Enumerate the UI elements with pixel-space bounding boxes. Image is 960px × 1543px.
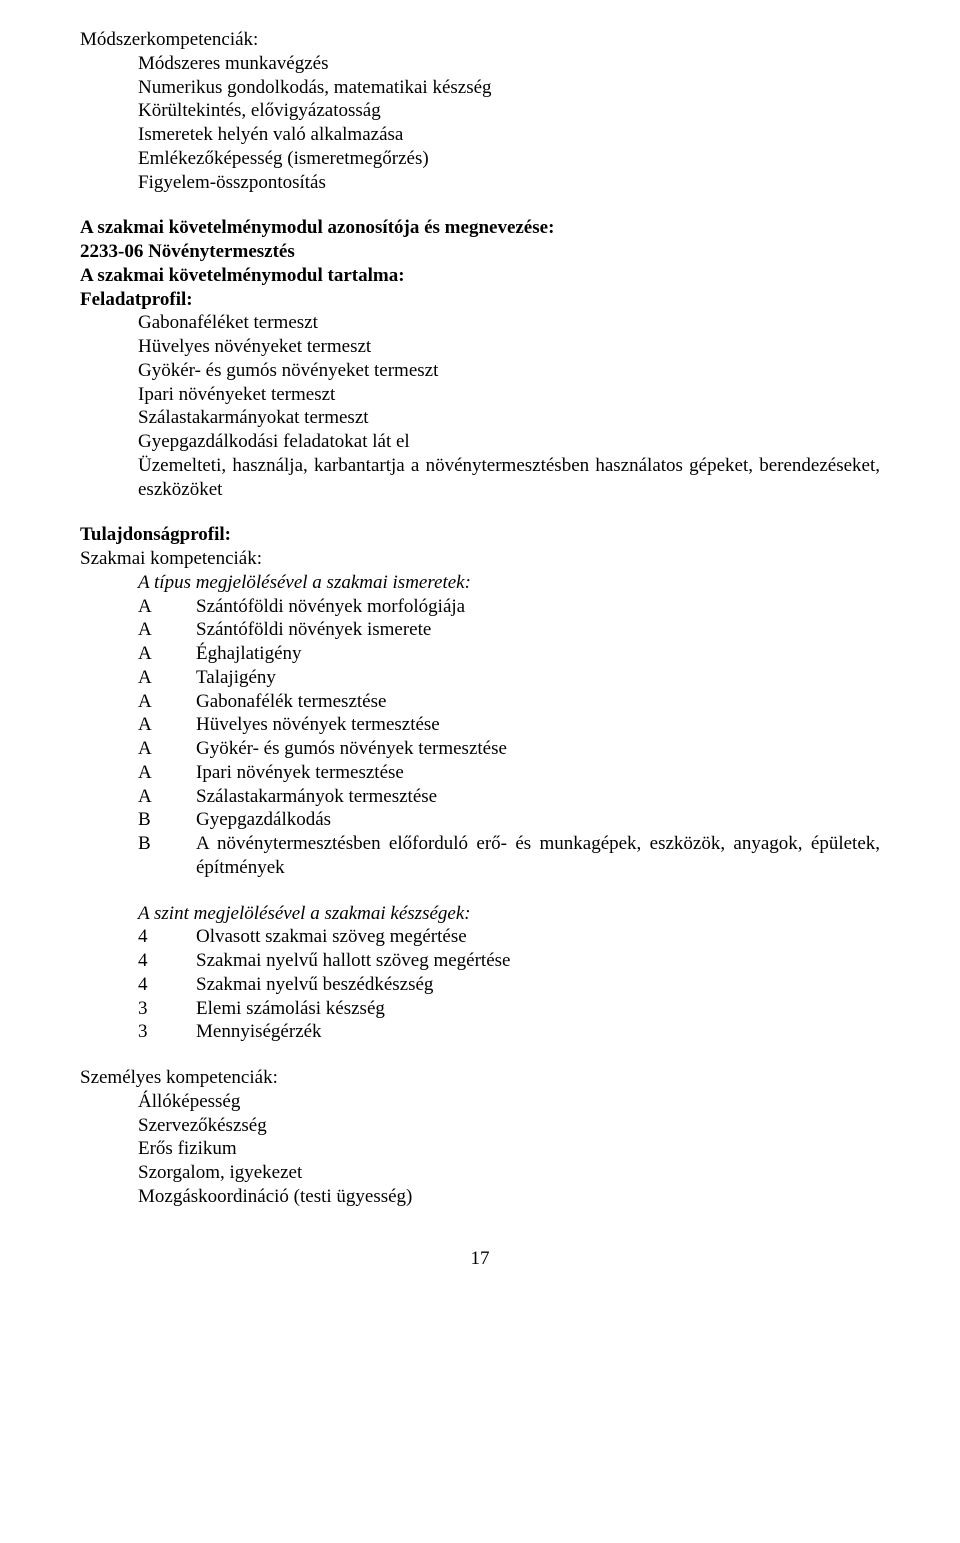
section-heading-modszer: Módszerkompetenciák: [80, 28, 880, 52]
tulajdonsag-heading: Tulajdonságprofil: [80, 523, 880, 547]
list-item: ASzálastakarmányok termesztése [138, 785, 880, 809]
feladatprofil-list: Gabonaféléket termeszt Hüvelyes növények… [80, 311, 880, 501]
item-code: 4 [138, 973, 196, 997]
list-item: AÉghajlatigény [138, 642, 880, 666]
item-code: 4 [138, 949, 196, 973]
list-item: Mozgáskoordináció (testi ügyesség) [138, 1185, 880, 1209]
list-item: Körültekintés, elővigyázatosság [138, 99, 880, 123]
list-item: AGyökér- és gumós növények termesztése [138, 737, 880, 761]
item-code: A [138, 666, 196, 690]
item-code: A [138, 690, 196, 714]
list-item: Ismeretek helyén való alkalmazása [138, 123, 880, 147]
item-text: Gyökér- és gumós növények termesztése [196, 737, 880, 761]
item-text: Éghajlatigény [196, 642, 880, 666]
item-text: A növénytermesztésben előforduló erő- és… [196, 832, 880, 880]
item-text: Talajigény [196, 666, 880, 690]
keszsegek-subheading: A szint megjelölésével a szakmai készség… [138, 902, 880, 926]
item-code: 4 [138, 925, 196, 949]
list-item: Szervezőkészség [138, 1114, 880, 1138]
list-item: BA növénytermesztésben előforduló erő- é… [138, 832, 880, 880]
item-code: A [138, 618, 196, 642]
item-text: Szántóföldi növények morfológiája [196, 595, 880, 619]
item-code: B [138, 832, 196, 880]
list-item: Szálastakarmányokat termeszt [138, 406, 880, 430]
list-item: Állóképesség [138, 1090, 880, 1114]
list-item: Gabonaféléket termeszt [138, 311, 880, 335]
list-item: 3Elemi számolási készség [138, 997, 880, 1021]
list-item: 4Olvasott szakmai szöveg megértése [138, 925, 880, 949]
szakmai-kompetenciak-heading: Szakmai kompetenciák: [80, 547, 880, 571]
list-item: AHüvelyes növények termesztése [138, 713, 880, 737]
item-text: Hüvelyes növények termesztése [196, 713, 880, 737]
list-item: 3Mennyiségérzék [138, 1020, 880, 1044]
item-text: Ipari növények termesztése [196, 761, 880, 785]
item-text: Olvasott szakmai szöveg megértése [196, 925, 880, 949]
item-text: Szakmai nyelvű hallott szöveg megértése [196, 949, 880, 973]
list-item: 4Szakmai nyelvű beszédkészség [138, 973, 880, 997]
keszsegek-list: 4Olvasott szakmai szöveg megértése 4Szak… [80, 925, 880, 1044]
list-item: ATalajigény [138, 666, 880, 690]
list-item: Ipari növényeket termeszt [138, 383, 880, 407]
list-item: Módszeres munkavégzés [138, 52, 880, 76]
szemelyes-list: Állóképesség Szervezőkészség Erős fiziku… [80, 1090, 880, 1209]
list-item: ASzántóföldi növények morfológiája [138, 595, 880, 619]
item-code: A [138, 595, 196, 619]
item-text: Gabonafélék termesztése [196, 690, 880, 714]
szakmai-heading-2: 2233-06 Növénytermesztés [80, 240, 880, 264]
list-item: Erős fizikum [138, 1137, 880, 1161]
list-item: BGyepgazdálkodás [138, 808, 880, 832]
item-text: Szálastakarmányok termesztése [196, 785, 880, 809]
item-code: 3 [138, 997, 196, 1021]
list-item: Gyökér- és gumós növényeket termeszt [138, 359, 880, 383]
item-code: A [138, 737, 196, 761]
list-item: AIpari növények termesztése [138, 761, 880, 785]
item-code: 3 [138, 1020, 196, 1044]
list-item: Figyelem-összpontosítás [138, 171, 880, 195]
ismeretek-list: ASzántóföldi növények morfológiája ASzán… [80, 595, 880, 880]
szakmai-heading-1: A szakmai követelménymodul azonosítója é… [80, 216, 880, 240]
item-text: Szántóföldi növények ismerete [196, 618, 880, 642]
item-code: A [138, 713, 196, 737]
szakmai-heading-4: Feladatprofil: [80, 288, 880, 312]
ismeretek-subheading: A típus megjelölésével a szakmai ismeret… [138, 571, 880, 595]
list-item: Üzemelteti, használja, karbantartja a nö… [138, 454, 880, 502]
item-text: Elemi számolási készség [196, 997, 880, 1021]
szemelyes-heading: Személyes kompetenciák: [80, 1066, 880, 1090]
list-item: Emlékezőképesség (ismeretmegőrzés) [138, 147, 880, 171]
page-number: 17 [80, 1247, 880, 1271]
modszer-list: Módszeres munkavégzés Numerikus gondolko… [80, 52, 880, 195]
list-item: AGabonafélék termesztése [138, 690, 880, 714]
item-text: Gyepgazdálkodás [196, 808, 880, 832]
list-item: Numerikus gondolkodás, matematikai készs… [138, 76, 880, 100]
szakmai-heading-3: A szakmai követelménymodul tartalma: [80, 264, 880, 288]
list-item: ASzántóföldi növények ismerete [138, 618, 880, 642]
item-text: Mennyiségérzék [196, 1020, 880, 1044]
item-code: A [138, 785, 196, 809]
item-code: A [138, 761, 196, 785]
list-item: Gyepgazdálkodási feladatokat lát el [138, 430, 880, 454]
item-code: B [138, 808, 196, 832]
list-item: Szorgalom, igyekezet [138, 1161, 880, 1185]
list-item: 4Szakmai nyelvű hallott szöveg megértése [138, 949, 880, 973]
list-item: Hüvelyes növényeket termeszt [138, 335, 880, 359]
item-text: Szakmai nyelvű beszédkészség [196, 973, 880, 997]
item-code: A [138, 642, 196, 666]
